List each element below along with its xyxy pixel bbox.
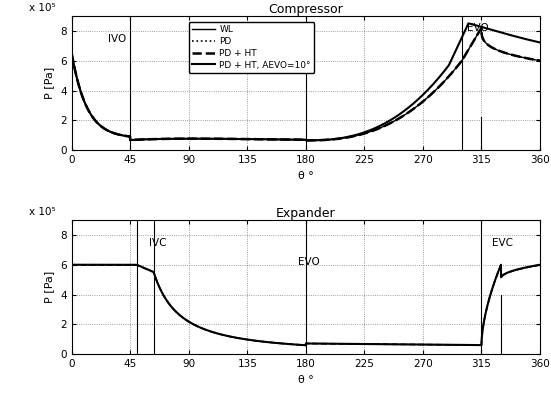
PD + HT (478, 25, 485, 30)
PD (477, 27, 484, 32)
PD (68, 51, 75, 56)
PD (248, 137, 255, 142)
Legend: WL, PD, PD + HT, PD + HT, AEVO=10°: WL, PD, PD + HT, PD + HT, AEVO=10° (188, 22, 315, 73)
Line: WL: WL (72, 28, 540, 140)
PD (122, 133, 128, 138)
PD (149, 137, 156, 142)
X-axis label: θ °: θ ° (298, 375, 314, 384)
PD + HT (248, 137, 255, 142)
PD (528, 57, 534, 61)
WL (537, 58, 543, 63)
Y-axis label: P [Pa]: P [Pa] (45, 67, 55, 99)
PD + HT, AEVO=10° (248, 137, 255, 142)
WL (477, 27, 484, 32)
WL (268, 137, 275, 142)
Text: EVO: EVO (298, 257, 319, 267)
WL (248, 137, 255, 142)
Text: EVC: EVC (491, 238, 513, 248)
WL (68, 51, 75, 56)
Text: IVO: IVO (108, 34, 126, 44)
PD + HT (302, 138, 309, 143)
PD + HT, AEVO=10° (122, 133, 128, 138)
PD + HT (528, 57, 534, 61)
Text: x 10⁵: x 10⁵ (29, 2, 56, 13)
Y-axis label: P [Pa]: P [Pa] (45, 271, 55, 303)
PD + HT (68, 51, 75, 56)
WL (528, 57, 534, 61)
PD + HT (122, 133, 128, 138)
PD (478, 25, 485, 30)
PD + HT (268, 137, 275, 142)
WL (302, 138, 309, 143)
Title: Expander: Expander (276, 207, 336, 220)
PD + HT, AEVO=10° (465, 21, 472, 26)
PD + HT, AEVO=10° (302, 138, 309, 143)
WL (149, 137, 156, 142)
PD + HT, AEVO=10° (149, 137, 156, 142)
PD + HT, AEVO=10° (537, 40, 543, 45)
PD (537, 58, 543, 63)
Text: x 10⁵: x 10⁵ (29, 207, 56, 217)
Line: PD: PD (72, 28, 540, 140)
PD (268, 137, 275, 142)
X-axis label: θ °: θ ° (298, 171, 314, 181)
PD + HT, AEVO=10° (268, 137, 275, 142)
PD + HT, AEVO=10° (68, 51, 75, 56)
Text: IVC: IVC (149, 238, 166, 248)
Title: Compressor: Compressor (268, 3, 343, 16)
Text: EVO: EVO (467, 23, 488, 33)
PD + HT (477, 27, 484, 32)
PD + HT (149, 137, 156, 142)
PD + HT, AEVO=10° (477, 24, 484, 29)
PD + HT, AEVO=10° (528, 38, 534, 43)
WL (122, 133, 128, 138)
Text: IVC: IVC (287, 34, 304, 44)
PD + HT (537, 58, 543, 63)
Line: PD + HT, AEVO=10°: PD + HT, AEVO=10° (72, 23, 540, 140)
Line: PD + HT: PD + HT (72, 28, 540, 140)
PD (302, 138, 309, 143)
WL (478, 25, 485, 30)
